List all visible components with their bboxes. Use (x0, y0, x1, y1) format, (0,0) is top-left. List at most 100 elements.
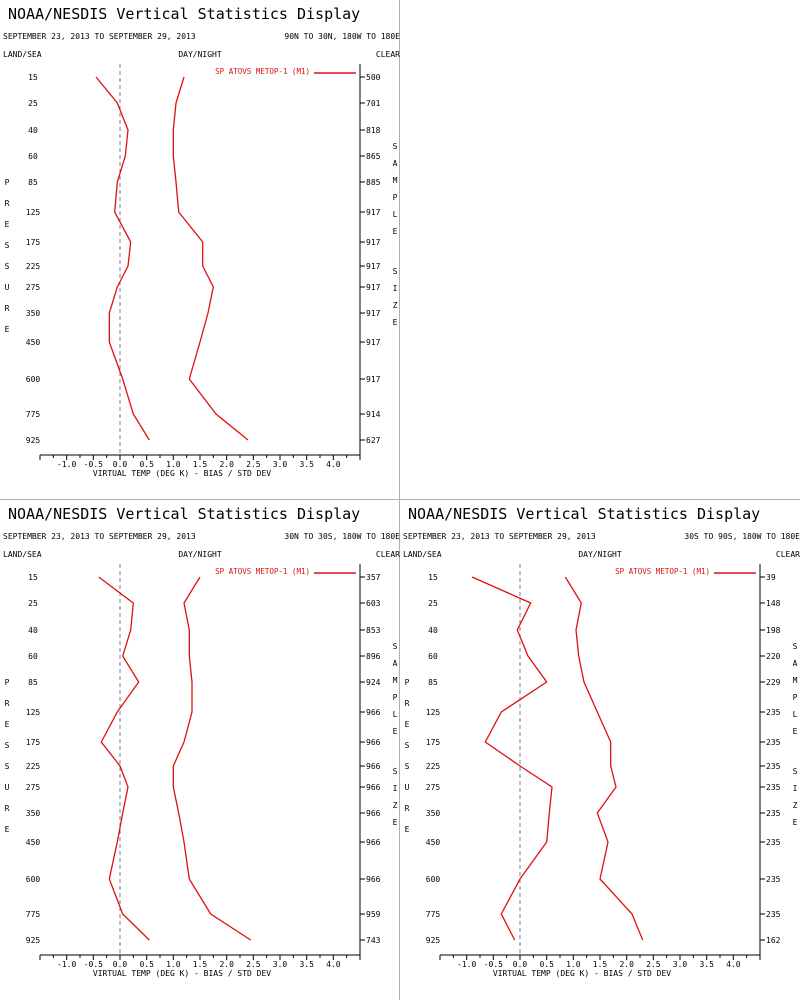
bias-series-line (98, 576, 150, 941)
vertical-letter: E (5, 220, 10, 229)
vertical-letter: S (5, 241, 10, 250)
horizontal-divider (0, 499, 800, 500)
chart-title: NOAA/NESDIS Vertical Statistics Display (8, 505, 360, 523)
vertical-letter: S (793, 767, 798, 776)
chart-title: NOAA/NESDIS Vertical Statistics Display (8, 5, 360, 23)
x-tick-label: 1.0 (566, 960, 581, 969)
sample-size-label: 235 (766, 738, 781, 747)
sample-size-label: 235 (766, 838, 781, 847)
sample-size-label: 966 (366, 738, 381, 747)
sample-size-label: 966 (366, 875, 381, 884)
x-tick-label: 1.5 (193, 460, 208, 469)
x-tick-label: 1.0 (166, 460, 181, 469)
x-tick-label: 2.5 (246, 960, 261, 969)
pressure-tick-label: 350 (26, 809, 41, 818)
x-tick-label: 3.0 (673, 960, 688, 969)
sample-size-label: 235 (766, 910, 781, 919)
x-tick-label: 2.0 (219, 460, 234, 469)
x-tick-label: 2.0 (619, 960, 634, 969)
x-tick-label: 0.0 (113, 460, 128, 469)
pressure-tick-label: 125 (26, 708, 41, 717)
vertical-letter: A (393, 659, 398, 668)
pressure-tick-label: 450 (426, 838, 441, 847)
vertical-letter: R (5, 304, 10, 313)
vertical-letter: E (393, 227, 398, 236)
pressure-tick-label: 925 (26, 936, 41, 945)
pressure-tick-label: 85 (28, 178, 38, 187)
legend-label: SP ATOVS METOP-1 (M1) (215, 67, 310, 76)
pressure-tick-label: 350 (426, 809, 441, 818)
sample-size-label: 39 (766, 573, 776, 582)
sample-size-label: 220 (766, 652, 781, 661)
pressure-tick-label: 600 (26, 875, 41, 884)
pressure-tick-label: 350 (26, 309, 41, 318)
vertical-divider (399, 0, 400, 1000)
land-sea-label: LAND/SEA (403, 550, 442, 559)
legend-label: SP ATOVS METOP-1 (M1) (215, 567, 310, 576)
vertical-letter: U (5, 283, 10, 292)
pressure-tick-label: 125 (26, 208, 41, 217)
pressure-tick-label: 775 (26, 410, 41, 419)
sample-size-label: 917 (366, 262, 381, 271)
region-label: 30S TO 90S, 180W TO 180E (684, 532, 800, 541)
vertical-letter: S (393, 142, 398, 151)
pressure-tick-label: 225 (26, 262, 41, 271)
vertical-letter: U (5, 783, 10, 792)
day-night-label: DAY/NIGHT (178, 550, 222, 559)
x-tick-label: 4.0 (726, 960, 741, 969)
sample-size-label: 162 (766, 936, 781, 945)
left-vertical-label: P R E S S U R E (5, 678, 10, 834)
clear-label: CLEAR (376, 550, 400, 559)
vertical-letter: P (405, 678, 410, 687)
x-tick-label: -0.5 (84, 460, 103, 469)
sample-size-label: 917 (366, 375, 381, 384)
land-sea-label: LAND/SEA (3, 50, 42, 59)
vertical-letter: R (5, 699, 10, 708)
x-tick-label: 3.5 (299, 960, 314, 969)
vertical-letter: L (793, 710, 798, 719)
vertical-letter: P (793, 693, 798, 702)
pressure-tick-label: 15 (28, 73, 38, 82)
clear-label: CLEAR (376, 50, 400, 59)
bias-series-line (95, 76, 150, 441)
pressure-tick-label: 60 (28, 652, 38, 661)
x-tick-label: 1.5 (593, 960, 608, 969)
sample-size-label: 896 (366, 652, 381, 661)
pressure-tick-label: 60 (428, 652, 438, 661)
vertical-letter: E (793, 727, 798, 736)
pressure-tick-label: 25 (28, 599, 38, 608)
x-tick-label: 4.0 (326, 460, 341, 469)
x-axis-label: VIRTUAL TEMP (DEG K) - BIAS / STD DEV (493, 969, 671, 978)
plot-area: -1.0 -0.5 0.0 0.5 1.0 1.5 2.0 2.5 3.0 3.5 4.0 15 500… (26, 64, 381, 469)
plot-area: -1.0 -0.5 0.0 0.5 1.0 1.5 2.0 2.5 3.0 3.5 4.0 15 357… (26, 564, 381, 969)
day-night-label: DAY/NIGHT (178, 50, 222, 59)
x-tick-label: -1.0 (57, 460, 76, 469)
vertical-letter: S (393, 267, 398, 276)
chart-panel-north: NOAA/NESDIS Vertical Statistics Display … (0, 0, 400, 500)
sample-size-label: 865 (366, 152, 381, 161)
sample-size-label: 235 (766, 783, 781, 792)
vertical-letter: S (793, 642, 798, 651)
sample-size-label: 917 (366, 238, 381, 247)
vertical-letter: P (5, 178, 10, 187)
vertical-letter: S (5, 741, 10, 750)
day-night-label: DAY/NIGHT (578, 550, 622, 559)
pressure-tick-label: 60 (28, 152, 38, 161)
x-tick-label: 3.5 (299, 460, 314, 469)
vertical-letter: L (393, 710, 398, 719)
pressure-tick-label: 275 (26, 783, 41, 792)
date-range: SEPTEMBER 23, 2013 TO SEPTEMBER 29, 2013 (403, 532, 596, 541)
sample-size-label: 885 (366, 178, 381, 187)
x-tick-label: 0.5 (139, 460, 154, 469)
sample-size-label: 966 (366, 708, 381, 717)
left-vertical-label: P R E S S U R E (5, 178, 10, 334)
vertical-letter: Z (393, 301, 398, 310)
sample-size-label: 229 (766, 678, 781, 687)
pressure-tick-label: 25 (28, 99, 38, 108)
sample-size-label: 500 (366, 73, 381, 82)
sample-size-label: 966 (366, 762, 381, 771)
x-tick-label: 0.0 (513, 960, 528, 969)
clear-label: CLEAR (776, 550, 800, 559)
pressure-tick-label: 225 (26, 762, 41, 771)
